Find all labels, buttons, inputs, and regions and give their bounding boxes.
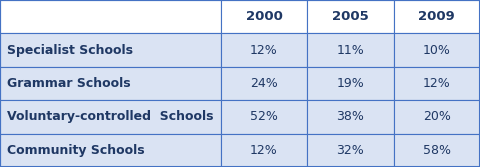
Bar [307, 67, 394, 100]
Text: Specialist Schools: Specialist Schools [7, 44, 133, 57]
Text: 38%: 38% [336, 110, 364, 123]
Text: Voluntary-controlled  Schools: Voluntary-controlled Schools [7, 110, 214, 123]
Text: 2009: 2009 [419, 10, 455, 23]
Text: 12%: 12% [250, 144, 278, 157]
Text: 58%: 58% [423, 144, 451, 157]
Text: 10%: 10% [423, 44, 451, 57]
Text: 12%: 12% [423, 77, 451, 90]
Bar [307, 100, 394, 134]
Text: 2005: 2005 [332, 10, 369, 23]
Bar [221, 100, 307, 134]
Bar [0, 134, 221, 167]
Bar [307, 33, 394, 67]
Bar [221, 33, 307, 67]
Bar [221, 67, 307, 100]
Bar [221, 0, 307, 33]
Bar [307, 0, 394, 33]
Bar [221, 134, 307, 167]
Text: Community Schools: Community Schools [7, 144, 145, 157]
Text: 12%: 12% [250, 44, 278, 57]
Text: 24%: 24% [250, 77, 278, 90]
Bar [394, 67, 480, 100]
Text: 2000: 2000 [246, 10, 282, 23]
Bar [0, 67, 221, 100]
Bar [394, 33, 480, 67]
Text: 11%: 11% [336, 44, 364, 57]
Text: 32%: 32% [336, 144, 364, 157]
Bar [0, 100, 221, 134]
Bar [394, 0, 480, 33]
Text: 52%: 52% [250, 110, 278, 123]
Bar [307, 134, 394, 167]
Text: 19%: 19% [336, 77, 364, 90]
Bar [0, 0, 221, 33]
Text: Grammar Schools: Grammar Schools [7, 77, 131, 90]
Bar [394, 100, 480, 134]
Bar [0, 33, 221, 67]
Text: 20%: 20% [423, 110, 451, 123]
Bar [394, 134, 480, 167]
